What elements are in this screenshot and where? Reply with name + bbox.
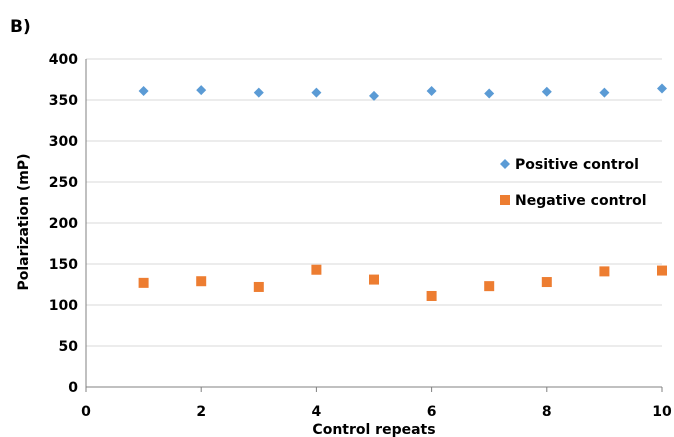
positive-control-point [253, 87, 264, 98]
x-tick-label: 4 [312, 404, 322, 420]
x-tick-label: 10 [652, 404, 672, 420]
data-points [138, 83, 667, 301]
negative-control-point [541, 277, 552, 288]
y-axis-title: Polarization (mP) [16, 153, 32, 290]
y-tick-label: 100 [49, 298, 78, 314]
positive-control-point [484, 88, 495, 99]
negative-control-point [484, 281, 495, 292]
tick-labels: 0 50 100 150 200 250 300 350 400 0 2 4 6 8 10 [49, 52, 672, 420]
panel-label: B) [10, 17, 31, 37]
y-tick-label: 350 [49, 93, 78, 109]
positive-control-point [196, 85, 207, 96]
legend-negative-control-marker [500, 195, 510, 205]
negative-control-point [599, 266, 610, 277]
y-tick-label: 150 [49, 257, 78, 273]
x-tick-label: 6 [427, 404, 437, 420]
y-tick-label: 300 [49, 134, 78, 150]
negative-control-point [657, 265, 667, 276]
negative-control-point [138, 277, 149, 288]
y-tick-label: 200 [49, 216, 78, 232]
positive-control-point [541, 86, 552, 97]
positive-control-point [426, 85, 437, 96]
negative-control-point [426, 290, 437, 301]
y-tick-label: 50 [59, 339, 79, 355]
positive-control-point [599, 87, 610, 98]
positive-control-point [657, 83, 667, 94]
x-tick-label: 8 [542, 404, 552, 420]
negative-control-point [196, 276, 207, 287]
x-tick-label: 0 [81, 404, 91, 420]
negative-control-point [369, 274, 379, 285]
negative-control-point [311, 264, 322, 275]
negative-control-point [253, 281, 264, 292]
legend-negative-control-label: Negative control [515, 193, 647, 209]
legend-positive-control-label: Positive control [515, 157, 639, 173]
legend: Positive control Negative control [500, 157, 647, 209]
legend-positive-control-marker [500, 159, 510, 169]
positive-control-point [138, 85, 149, 96]
y-tick-label: 400 [49, 52, 78, 68]
gridlines [86, 58, 662, 347]
x-tick-label: 2 [196, 404, 206, 420]
y-tick-label: 0 [68, 380, 78, 396]
x-axis-title: Control repeats [312, 422, 435, 437]
positive-control-point [369, 90, 379, 101]
axes [85, 59, 663, 392]
positive-control-point [311, 87, 322, 98]
y-tick-label: 250 [49, 175, 78, 191]
